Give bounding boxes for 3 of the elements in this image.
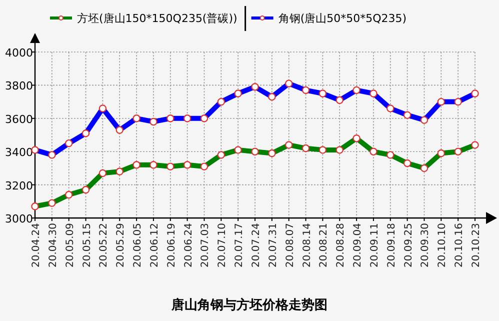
legend-label: 方坯(唐山150*150Q235(普碳)) — [77, 12, 238, 25]
legend-label: 角钢(唐山50*50*5Q235) — [278, 12, 407, 25]
title: 唐山角钢与方坯价格走势图 — [172, 298, 328, 313]
